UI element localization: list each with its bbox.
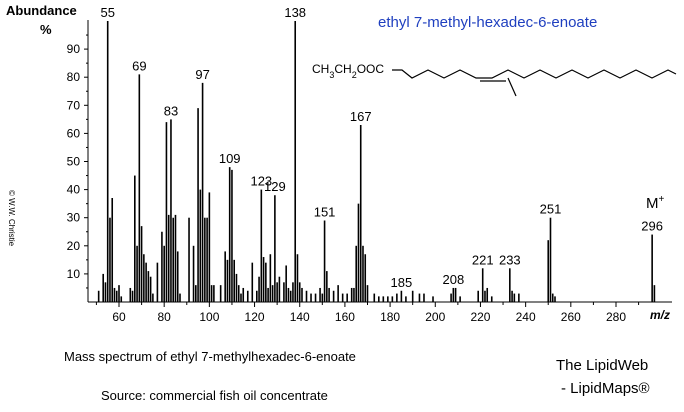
y-tick-label: 30 bbox=[67, 211, 81, 225]
y-tick-label: 80 bbox=[67, 70, 81, 84]
x-tick-label: 260 bbox=[561, 310, 581, 324]
y-tick-label: 20 bbox=[67, 239, 81, 253]
peak-label: 221 bbox=[472, 252, 494, 267]
y-tick-label: 90 bbox=[67, 42, 81, 56]
y-axis-label: Abundance bbox=[6, 3, 77, 18]
peak-label: 185 bbox=[391, 275, 413, 290]
y-tick-label: 10 bbox=[67, 267, 81, 281]
peak-label: 69 bbox=[132, 58, 146, 73]
peak-label: 151 bbox=[314, 205, 336, 220]
peak-label: 138 bbox=[284, 5, 306, 20]
chart-axes: 10 20 30 40 50 60 70 80 90 60 80 100 120 140 160 180 200… bbox=[67, 20, 672, 324]
x-tick-label: 100 bbox=[199, 310, 219, 324]
copyright-text: © W.W. Christie bbox=[7, 190, 16, 247]
x-tick-label: 220 bbox=[470, 310, 490, 324]
peak-label: 129 bbox=[264, 179, 286, 194]
structure-chain bbox=[392, 69, 677, 79]
source-note: Source: commercial fish oil concentrate bbox=[101, 388, 328, 403]
x-tick-label: 280 bbox=[606, 310, 626, 324]
structure-methyl-branch bbox=[507, 77, 517, 97]
peak-label: 167 bbox=[350, 109, 372, 124]
x-tick-label: 200 bbox=[425, 310, 445, 324]
y-axis-unit: % bbox=[40, 22, 52, 37]
x-tick-label: 140 bbox=[290, 310, 310, 324]
peak-label: 109 bbox=[219, 151, 241, 166]
y-tick-label: 40 bbox=[67, 183, 81, 197]
peak-label: 251 bbox=[540, 202, 562, 217]
peak-label: 296 bbox=[641, 219, 663, 234]
y-tick-label: 60 bbox=[67, 126, 81, 140]
x-tick-label: 60 bbox=[112, 310, 126, 324]
y-tick-label: 50 bbox=[67, 155, 81, 169]
x-tick-label: 80 bbox=[158, 310, 172, 324]
x-tick-label: 240 bbox=[516, 310, 536, 324]
peak-label: 83 bbox=[164, 103, 178, 118]
x-tick-label: 120 bbox=[245, 310, 265, 324]
peak-label: 123 bbox=[250, 174, 272, 189]
molecular-ion-label: M+ bbox=[646, 194, 665, 212]
site-name: The LipidWeb bbox=[556, 357, 649, 374]
x-tick-label: 180 bbox=[380, 310, 400, 324]
peak-label: 233 bbox=[499, 252, 521, 267]
peak-label: 55 bbox=[100, 5, 114, 20]
spectrum-peaks bbox=[97, 21, 656, 302]
peak-label: 208 bbox=[442, 272, 464, 287]
site-subname: - LipidMaps® bbox=[561, 380, 650, 397]
chemical-structure: CH3CH2OOC bbox=[312, 62, 677, 97]
peak-label: 97 bbox=[195, 67, 209, 82]
chart-title: ethyl 7-methyl-hexadec-6-enoate bbox=[378, 14, 598, 31]
x-tick-label: 160 bbox=[335, 310, 355, 324]
figure-caption: Mass spectrum of ethyl 7-methylhexadec-6… bbox=[64, 349, 356, 364]
structure-ester-label: CH3CH2OOC bbox=[312, 62, 384, 80]
x-axis-label: m/z bbox=[650, 308, 671, 322]
y-tick-label: 70 bbox=[67, 98, 81, 112]
